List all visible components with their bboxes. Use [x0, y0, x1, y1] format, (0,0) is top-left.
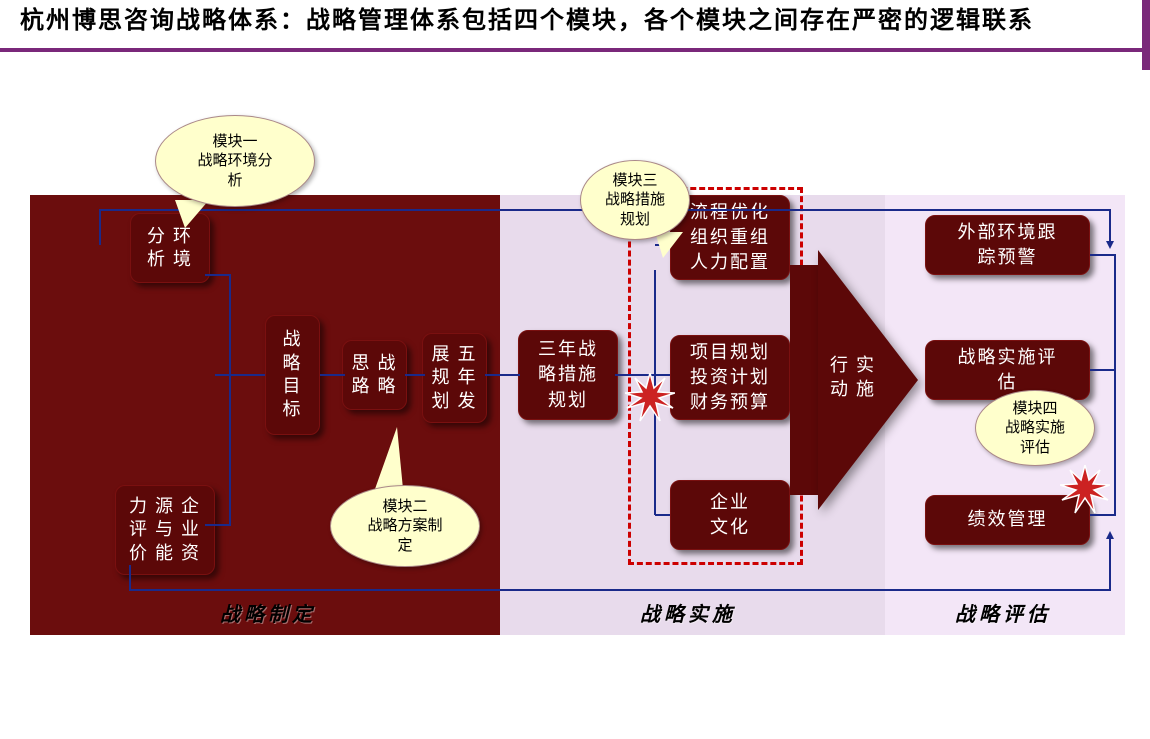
callout-1-tail	[175, 200, 209, 228]
box-five-year-plan: 展规划 五年发	[422, 333, 487, 423]
zone-3-label: 战略评估	[955, 598, 1051, 627]
big-arrow-label: 实施 行动	[825, 355, 877, 403]
callout-module-1: 模块一 战略环境分 析	[155, 115, 315, 207]
box-strategy-goal: 战略目标	[265, 315, 320, 435]
callout-module-2: 模块二 战略方案制 定	[330, 485, 480, 567]
box-capability: 力评价 源与能 企业资	[115, 485, 215, 575]
callout-module-2-text: 模块二 战略方案制 定	[367, 497, 442, 556]
box-three-year-plan: 三年战 略措施 规划	[518, 330, 618, 420]
title-bar: 杭州博思咨询战略体系：战略管理体系包括四个模块，各个模块之间存在严密的逻辑联系	[0, 0, 1150, 52]
page: 杭州博思咨询战略体系：战略管理体系包括四个模块，各个模块之间存在严密的逻辑联系 …	[0, 0, 1150, 739]
starburst-icon	[625, 373, 675, 423]
arrow-stem	[790, 265, 820, 495]
box-project-plan: 项目规划 投资计划 财务预算	[670, 335, 790, 420]
callout-module-4-text: 模块四 战略实施 评估	[1005, 399, 1065, 458]
accent-strip	[1142, 0, 1150, 70]
callout-module-4: 模块四 战略实施 评估	[975, 390, 1095, 466]
zone-1-label: 战略制定	[220, 598, 316, 627]
page-title: 杭州博思咨询战略体系：战略管理体系包括四个模块，各个模块之间存在严密的逻辑联系	[20, 4, 1130, 38]
box-corporate-culture: 企业 文化	[670, 480, 790, 550]
diagram-canvas: 战略制定 战略实施 战略评估	[30, 195, 1125, 675]
starburst-icon-2	[1060, 465, 1110, 515]
callout-module-1-text: 模块一 战略环境分 析	[197, 132, 272, 191]
box-external-tracking: 外部环境跟 踪预警	[925, 215, 1090, 275]
callout-2-tail	[375, 427, 403, 489]
callout-module-3: 模块三 战略措施 规划	[580, 160, 690, 240]
box-strategy-thinking: 思路 战略	[342, 340, 407, 410]
callout-module-3-text: 模块三 战略措施 规划	[605, 171, 665, 230]
zone-2-label: 战略实施	[640, 598, 736, 627]
box-strategy-eval: 战略实施评 估	[925, 340, 1090, 400]
